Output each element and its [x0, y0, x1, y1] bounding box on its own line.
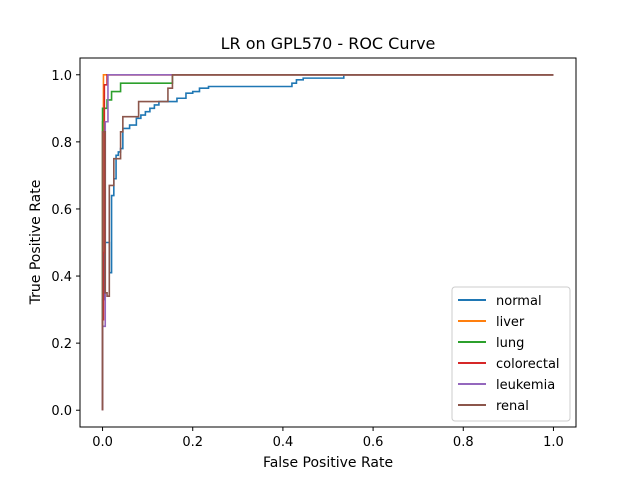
series-line-renal [101, 73, 554, 411]
x-tick-label: 0.4 [273, 435, 294, 450]
y-axis-ticks: 0.0 0.2 0.4 0.6 0.8 1.0 [51, 69, 80, 419]
x-tick-label: 0.2 [182, 435, 203, 450]
legend-label-normal: normal [496, 294, 542, 309]
y-tick-label: 0.4 [51, 270, 72, 285]
x-tick-label: 0.6 [363, 435, 384, 450]
y-tick-label: 1.0 [51, 69, 72, 84]
series-line-normal [101, 73, 554, 411]
x-tick-label: 1.0 [543, 435, 564, 450]
x-tick-label: 0.0 [92, 435, 113, 450]
legend-label-liver: liver [496, 315, 525, 330]
y-axis-label: True Positive Rate [28, 180, 44, 306]
y-tick-label: 0.6 [51, 203, 72, 218]
legend-label-renal: renal [496, 399, 529, 414]
legend-label-leukemia: leukemia [496, 378, 555, 393]
chart-title: LR on GPL570 - ROC Curve [221, 34, 436, 53]
plot-lines [101, 73, 554, 411]
legend: normal liver lung colorectal leukemia renal [451, 286, 571, 422]
x-axis-ticks: 0.0 0.2 0.4 0.6 0.8 1.0 [92, 427, 564, 450]
y-tick-label: 0.8 [51, 136, 72, 151]
plot-frame [79, 57, 577, 428]
y-tick-label: 0.0 [51, 404, 72, 419]
x-axis-label: False Positive Rate [263, 455, 393, 471]
legend-label-colorectal: colorectal [496, 357, 560, 372]
x-tick-label: 0.8 [453, 435, 474, 450]
y-tick-label: 0.2 [51, 337, 72, 352]
legend-label-lung: lung [496, 336, 524, 351]
